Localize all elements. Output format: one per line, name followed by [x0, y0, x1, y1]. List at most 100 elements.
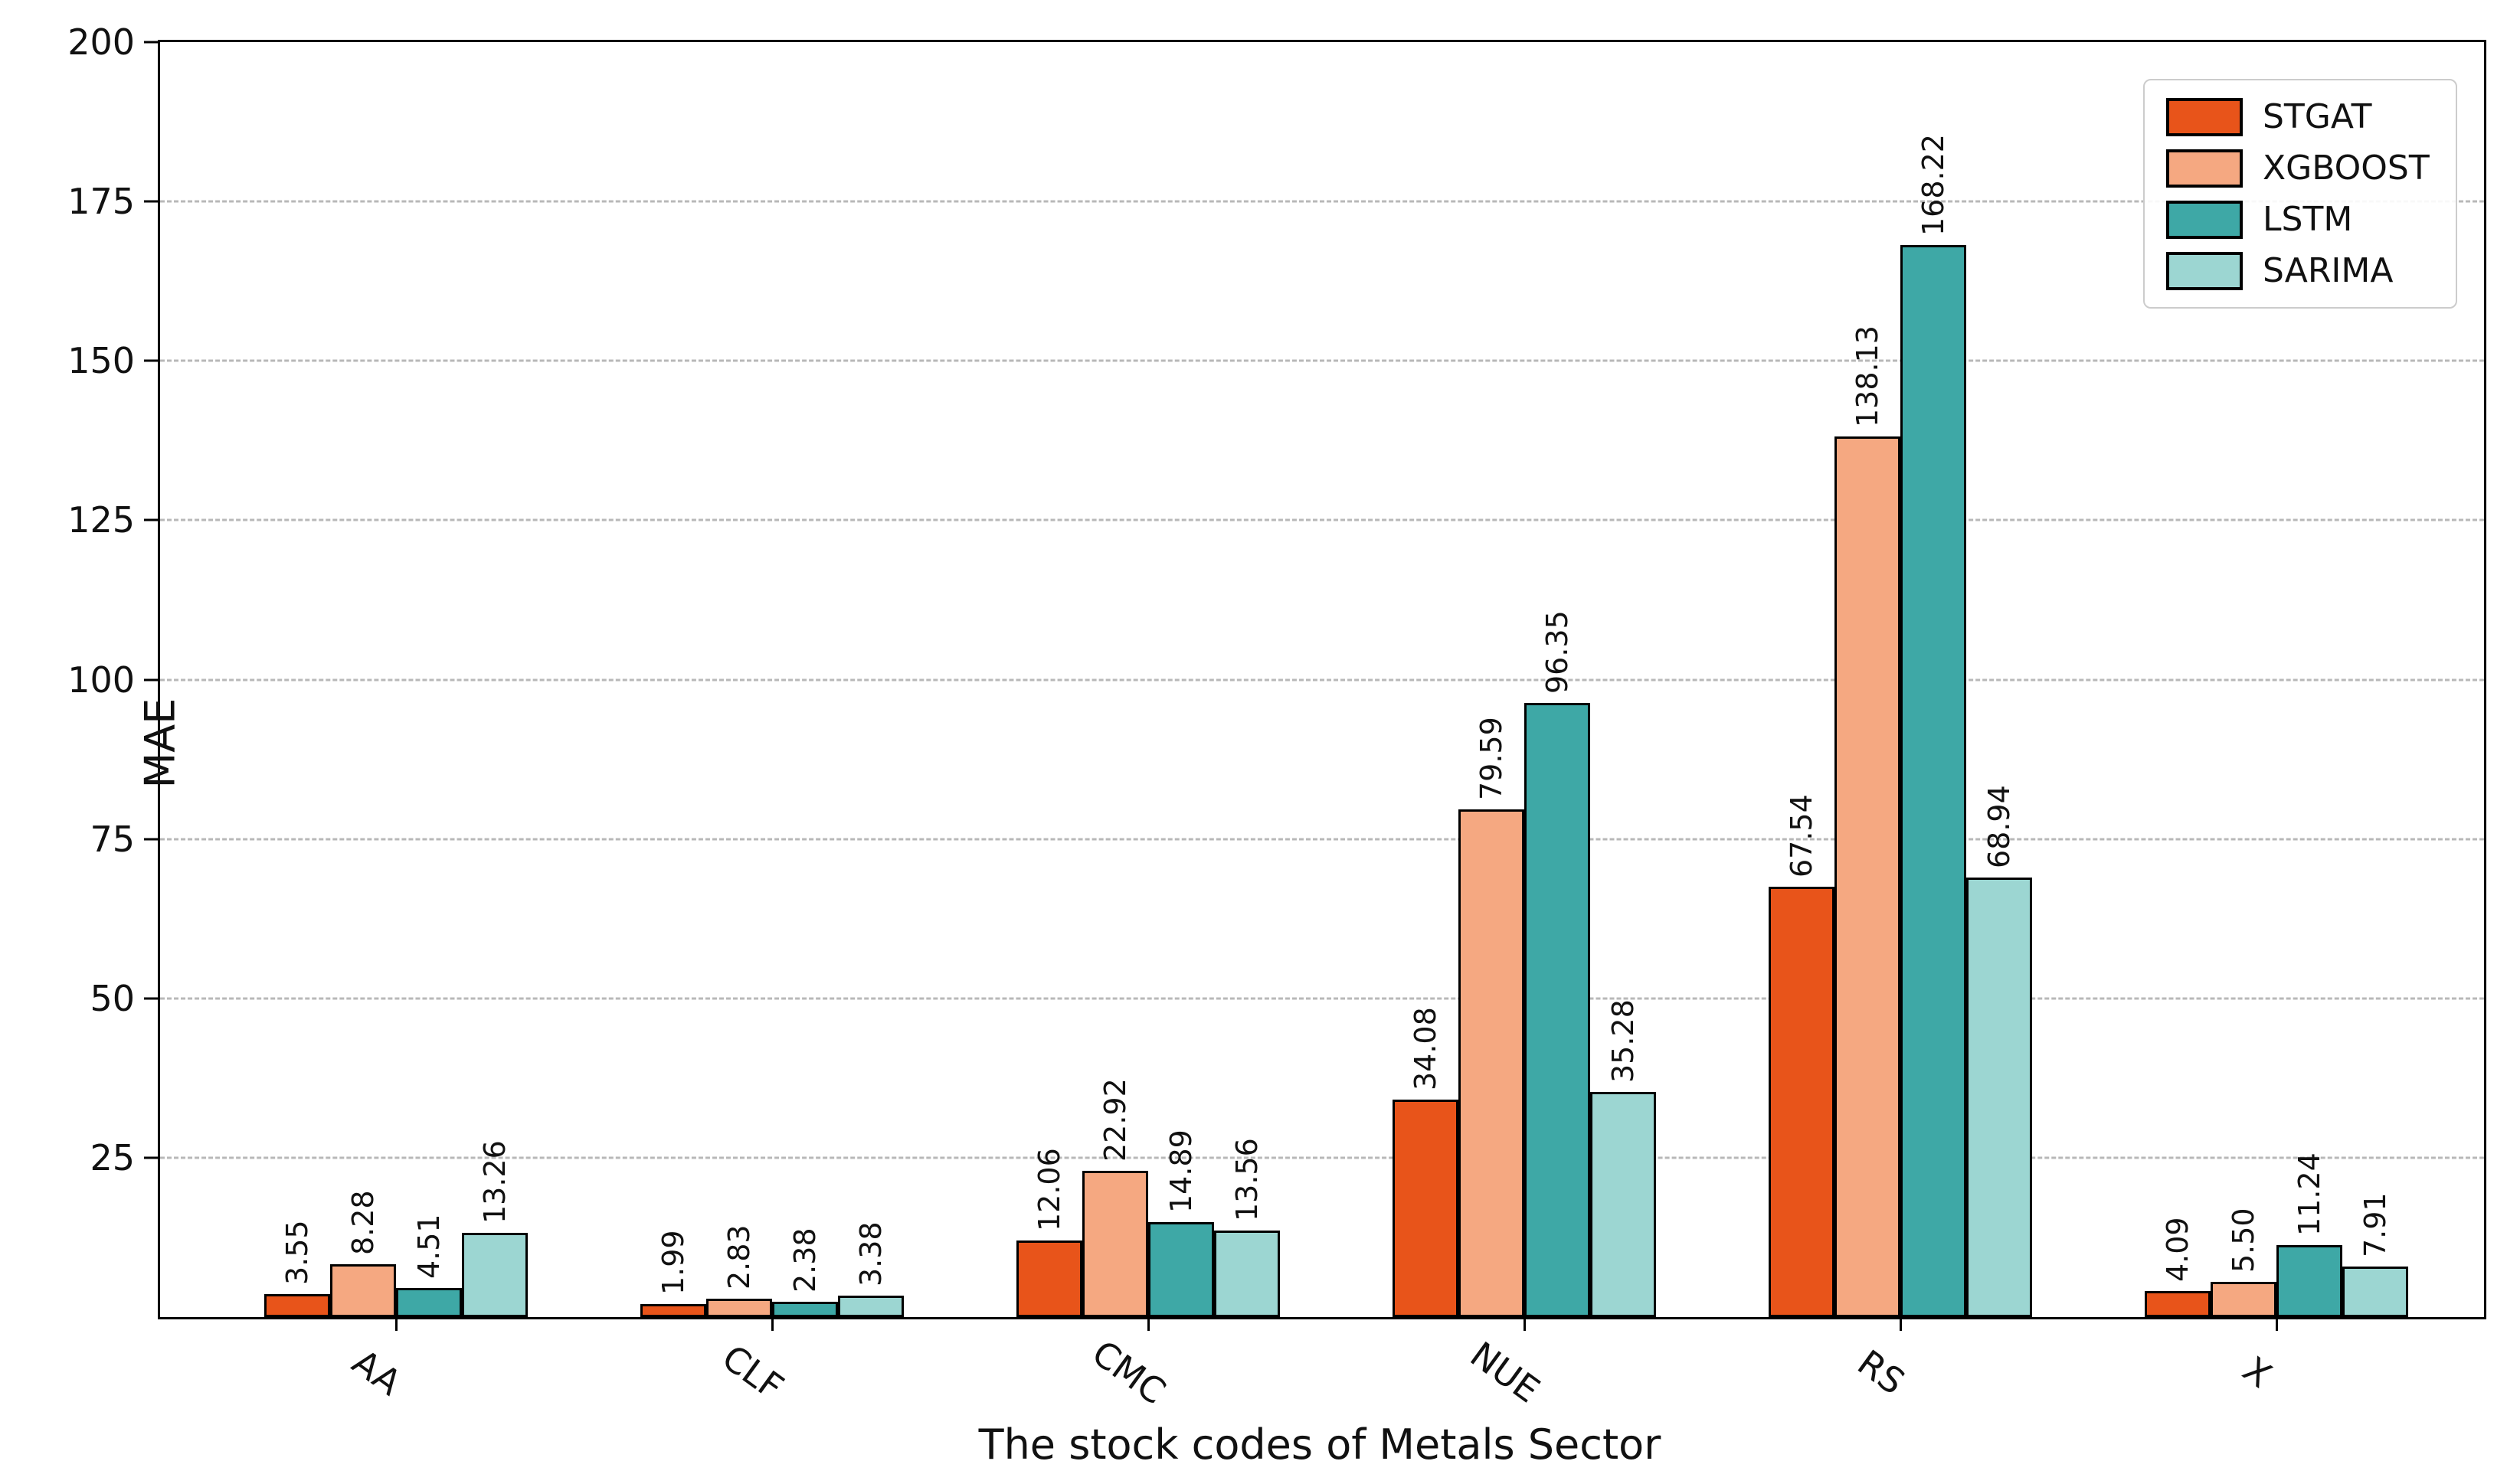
y-tick-mark: [144, 997, 158, 1000]
y-tick-mark: [144, 678, 158, 681]
legend-entry-stgat: STGAT: [2166, 97, 2430, 136]
y-tick-mark: [144, 359, 158, 362]
bar-sarima-rs: [1966, 878, 2032, 1317]
bar-lstm-rs: [1900, 244, 1966, 1317]
bar-xgboost-rs: [1834, 436, 1900, 1317]
y-tick-mark: [144, 200, 158, 203]
bar-value-label: 34.08: [1409, 1007, 1442, 1091]
bar-sarima-nue: [1590, 1092, 1656, 1317]
bar-stgat-rs: [1769, 886, 1834, 1317]
bar-xgboost-clf: [706, 1299, 772, 1317]
x-tick-mark: [394, 1317, 398, 1331]
bar-value-label: 3.55: [280, 1220, 314, 1286]
bar-xgboost-x: [2211, 1282, 2276, 1317]
y-tick-mark: [144, 41, 158, 44]
legend-label: LSTM: [2263, 200, 2353, 239]
plot-area: 3.55 8.28 4.51 13.26 1.99 2.83 2.38 3.38 12.06 22…: [67, 25, 2486, 1412]
bar-value-label: 11.24: [2293, 1152, 2326, 1237]
legend-label: XGBOOST: [2263, 149, 2430, 188]
y-tick-label: 50: [90, 977, 135, 1019]
legend-entry-xgboost: XGBOOST: [2166, 149, 2430, 188]
bar-value-label: 13.56: [1230, 1138, 1264, 1222]
bar-value-label: 4.51: [412, 1214, 446, 1280]
x-tick-label-aa: AA: [345, 1341, 409, 1404]
bar-stgat-nue: [1393, 1100, 1458, 1317]
bar-lstm-aa: [396, 1288, 462, 1317]
bar-value-label: 67.54: [1785, 793, 1818, 878]
bar-value-label: 68.94: [1982, 785, 2016, 869]
bar-sarima-cmc: [1214, 1231, 1280, 1317]
y-tick-mark: [144, 1156, 158, 1159]
y-tick-label: 100: [67, 659, 135, 701]
bar-value-label: 8.28: [346, 1190, 380, 1256]
x-tick-mark: [1523, 1317, 1526, 1331]
legend-entry-sarima: SARIMA: [2166, 251, 2430, 290]
bar-lstm-clf: [772, 1302, 838, 1317]
gridline: [160, 678, 2484, 681]
x-tick-mark: [771, 1317, 774, 1331]
y-axis-title: MAE: [136, 698, 185, 789]
gridline: [160, 200, 2484, 203]
bar-value-label: 12.06: [1033, 1147, 1066, 1231]
bar-xgboost-cmc: [1082, 1171, 1148, 1317]
bar-value-label: 5.50: [2227, 1208, 2260, 1273]
legend-swatch-stgat: [2166, 97, 2243, 136]
y-tick-label: 125: [67, 499, 135, 541]
y-tick-mark: [144, 838, 158, 841]
bar-value-label: 96.35: [1540, 610, 1574, 694]
y-tick-label: 175: [67, 181, 135, 223]
x-axis-title: The stock codes of Metals Sector: [978, 1420, 1661, 1469]
gridline: [160, 359, 2484, 362]
bar-stgat-cmc: [1016, 1240, 1082, 1317]
legend-entry-lstm: LSTM: [2166, 200, 2430, 239]
bar-xgboost-nue: [1458, 809, 1524, 1317]
y-tick-mark: [144, 518, 158, 521]
legend-label: STGAT: [2263, 97, 2372, 136]
bar-value-label: 14.89: [1164, 1129, 1198, 1214]
bar-value-label: 2.38: [788, 1227, 822, 1293]
bar-value-label: 2.83: [722, 1224, 756, 1290]
x-tick-mark: [2275, 1317, 2278, 1331]
bar-sarima-clf: [838, 1295, 904, 1317]
x-tick-label-cmc: CMC: [1085, 1332, 1173, 1413]
x-tick-label-clf: CLF: [715, 1336, 791, 1408]
bar-stgat-clf: [640, 1304, 706, 1317]
y-tick-label: 25: [90, 1136, 135, 1178]
bar-value-label: 35.28: [1606, 999, 1640, 1084]
y-tick-label: 150: [67, 340, 135, 382]
y-tick-label: 75: [90, 818, 135, 860]
gridline: [160, 518, 2484, 521]
bar-value-label: 168.22: [1916, 133, 1950, 236]
x-tick-label-x: X: [2235, 1348, 2280, 1397]
legend: STGAT XGBOOST LSTM SARIMA: [2143, 79, 2457, 309]
x-tick-label-rs: RS: [1850, 1342, 1913, 1403]
bar-sarima-aa: [462, 1232, 528, 1317]
bar-xgboost-aa: [330, 1264, 396, 1317]
gridline: [160, 1156, 2484, 1159]
gridline: [160, 997, 2484, 1000]
gridline: [160, 838, 2484, 841]
bar-value-label: 1.99: [656, 1230, 690, 1296]
bar-stgat-aa: [264, 1294, 330, 1317]
bar-value-label: 4.09: [2161, 1217, 2194, 1282]
bar-value-label: 7.91: [2358, 1192, 2392, 1258]
bar-value-label: 3.38: [854, 1221, 888, 1286]
bar-lstm-x: [2276, 1245, 2342, 1317]
bar-value-label: 79.59: [1474, 717, 1508, 801]
bar-lstm-cmc: [1148, 1222, 1214, 1317]
legend-swatch-lstm: [2166, 200, 2243, 239]
y-tick-label: 200: [67, 21, 135, 63]
legend-swatch-sarima: [2166, 251, 2243, 290]
x-tick-label-nue: NUE: [1462, 1333, 1548, 1411]
x-tick-mark: [1147, 1317, 1150, 1331]
legend-swatch-xgboost: [2166, 149, 2243, 188]
legend-label: SARIMA: [2263, 251, 2394, 290]
bar-value-label: 138.13: [1851, 325, 1884, 428]
x-tick-mark: [1899, 1317, 1902, 1331]
bar-sarima-x: [2342, 1267, 2408, 1317]
bar-stgat-x: [2145, 1290, 2211, 1317]
bar-lstm-nue: [1524, 702, 1590, 1317]
bar-value-label: 13.26: [478, 1139, 512, 1224]
bar-value-label: 22.92: [1098, 1078, 1132, 1162]
